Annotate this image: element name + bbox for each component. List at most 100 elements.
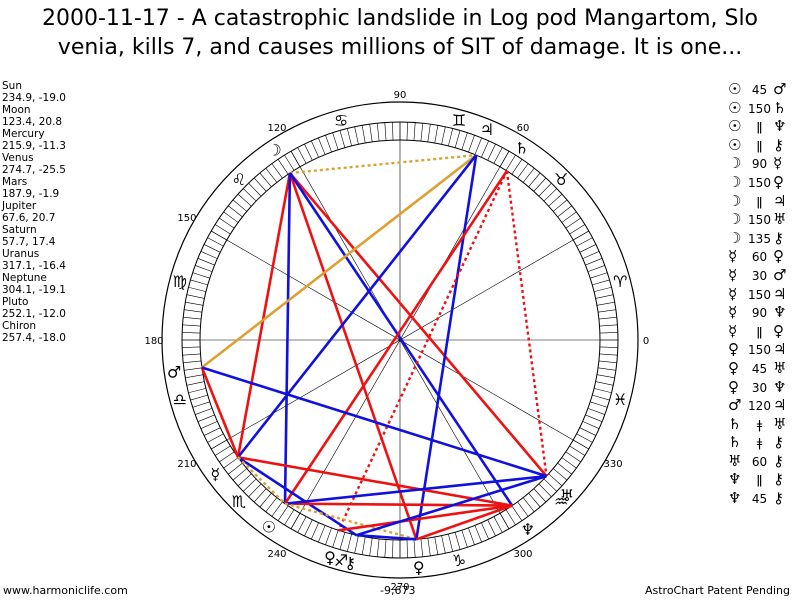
- degree-tick: [454, 130, 461, 148]
- degree-tick: [413, 122, 416, 141]
- zodiac-sign-glyph: ♒: [554, 492, 568, 511]
- degree-tick: [474, 137, 482, 155]
- degree-tick: [582, 251, 600, 259]
- degree-tick: [207, 237, 224, 247]
- degree-tick: [185, 374, 204, 379]
- degree-tick: [413, 539, 416, 558]
- degree-tick: [598, 360, 617, 364]
- degree-tick: [237, 193, 252, 207]
- degree-label: 210: [177, 459, 196, 470]
- aspect-line: [201, 154, 478, 369]
- degree-tick: [448, 533, 454, 552]
- degree-tick: [361, 125, 366, 144]
- aspect-planet-2: ♅: [773, 414, 787, 433]
- zodiac-sign-glyph: ♌: [232, 170, 246, 189]
- degree-tick: [185, 301, 204, 306]
- planet-glyph-saturn: ♄: [515, 138, 529, 157]
- zodiac-sign-glyph: ♏: [232, 492, 246, 511]
- aspect-row: ☽ 150 ♅: [728, 210, 800, 229]
- title-line-1: 2000-11-17 - A catastrophic landslide in…: [41, 6, 759, 31]
- aspect-line: [338, 504, 513, 532]
- planet-glyph-jupiter: ♃: [480, 120, 494, 139]
- planet-position-uranus: 317.1, -16.4: [2, 260, 66, 272]
- outer-circle: [161, 101, 639, 579]
- degree-tick: [576, 433, 593, 443]
- degree-tick: [565, 217, 581, 229]
- aspect-line: [284, 502, 417, 541]
- aspect-type: ǂ: [756, 417, 763, 432]
- planet-name-jupiter: Jupiter: [2, 200, 37, 212]
- degree-tick: [339, 130, 346, 148]
- aspect-line: [415, 154, 478, 540]
- degree-tick: [468, 527, 475, 545]
- aspect-row: ☿ 60 ♀: [728, 247, 800, 266]
- degree-tick: [271, 501, 283, 517]
- degree-tick: [553, 468, 568, 481]
- degree-tick: [219, 217, 235, 229]
- aspect-row: ☽ 90 ☿: [728, 154, 800, 173]
- planet-glyph-sun: ☉: [262, 518, 276, 537]
- degree-tick: [593, 286, 612, 292]
- degree-tick: [593, 388, 612, 394]
- aspect-planet-2: ⚷: [773, 228, 784, 247]
- aspect-type: 60: [751, 250, 768, 265]
- degree-tick: [203, 427, 221, 436]
- degree-tick: [265, 168, 278, 183]
- degree-tick: [406, 539, 408, 558]
- degree-tick: [284, 154, 295, 171]
- aspect-row: ♂ 120 ♃: [728, 396, 800, 415]
- aspect-planet-1: ☉: [728, 135, 742, 154]
- degree-tick: [304, 143, 313, 161]
- degree-tick: [553, 199, 568, 212]
- aspect-type: 120: [748, 399, 771, 414]
- degree-tick: [599, 332, 618, 334]
- degree-tick: [297, 147, 307, 164]
- planet-position-mercury: 215.9, -11.3: [2, 140, 66, 152]
- zodiac-sign-glyph: ♈: [613, 272, 627, 291]
- degree-tick: [182, 332, 201, 334]
- degree-tick: [188, 388, 207, 394]
- degree-tick: [585, 414, 603, 422]
- degree-label: 300: [513, 549, 532, 560]
- aspect-row: ♀ 150 ♃: [728, 340, 800, 359]
- degree-tick: [392, 539, 394, 558]
- aspect-row: ♄ ǂ ♅: [728, 415, 800, 434]
- degree-tick: [420, 538, 424, 557]
- degree-tick: [384, 539, 387, 558]
- degree-tick: [598, 367, 616, 371]
- degree-ticks: [182, 122, 618, 558]
- planet-name-mercury: Mercury: [2, 128, 45, 140]
- degree-tick: [505, 154, 516, 171]
- degree-tick: [481, 522, 489, 540]
- degree-tick: [346, 533, 352, 552]
- aspect-line: [355, 474, 547, 537]
- aspect-type: 90: [751, 157, 768, 172]
- aspect-row: ☽ 150 ♀: [728, 173, 800, 192]
- degree-tick: [304, 519, 313, 537]
- aspect-planet-1: ☿: [728, 303, 738, 322]
- degree-tick: [596, 301, 615, 306]
- planet-glyph-mars: ♂: [167, 362, 181, 381]
- degree-tick: [599, 346, 618, 348]
- aspect-lines: [200, 153, 548, 541]
- degree-tick: [369, 538, 373, 556]
- planet-positions-list: Sun 234.9, -19.0 Moon 123.4, 20.8 Mercury 215…: [2, 80, 66, 344]
- aspect-planet-2: ♃: [773, 284, 787, 303]
- aspect-line: [288, 172, 514, 507]
- planet-glyph-neptune: ♆: [521, 520, 535, 539]
- degree-tick: [548, 473, 563, 487]
- degree-tick: [533, 177, 547, 192]
- degree-tick: [487, 519, 496, 537]
- planet-position-sun: 234.9, -19.0: [2, 92, 66, 104]
- degree-tick: [354, 126, 359, 145]
- degree-tick: [505, 509, 516, 526]
- degree-tick: [190, 394, 208, 401]
- aspect-type: 45: [751, 492, 768, 507]
- aspect-planet-1: ♀: [728, 377, 739, 396]
- aspect-line: [236, 172, 292, 458]
- degree-tick: [346, 128, 352, 147]
- degree-label: 0: [643, 336, 649, 347]
- zodiac-sign-glyph: ♍: [173, 272, 187, 291]
- planet-name-sun: Sun: [2, 80, 22, 92]
- aspect-planet-2: ⚷: [773, 433, 784, 452]
